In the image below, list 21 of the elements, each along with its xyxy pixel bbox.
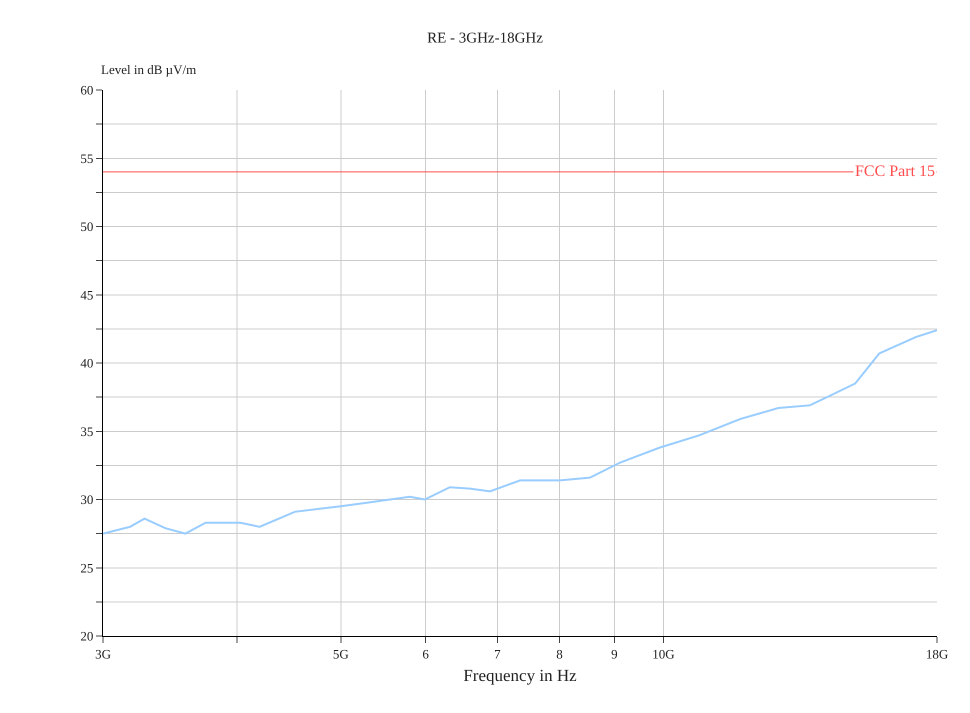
y-tick-label: 60 — [80, 82, 94, 98]
y-tick-label: 55 — [80, 150, 94, 166]
y-tick-label: 40 — [80, 356, 94, 371]
y-tick-label: 50 — [80, 219, 94, 234]
y-tick-label: 30 — [80, 492, 94, 508]
x-tick-label: 18G — [926, 646, 948, 662]
y-axis-title: Level in dB µV/m — [101, 62, 196, 77]
x-tick-label: 6 — [422, 646, 430, 662]
x-tick-label: 7 — [494, 646, 502, 662]
x-tick-label: 10G — [652, 646, 675, 662]
y-tick-label: 20 — [80, 628, 94, 644]
x-tick-label: 9 — [611, 646, 618, 662]
x-tick-label: 5G — [332, 646, 349, 662]
x-axis-title: Frequency in Hz — [463, 666, 578, 685]
y-tick-label: 25 — [80, 560, 94, 576]
x-tick-label: 8 — [556, 646, 563, 662]
ref-line-label: FCC Part 15 — [855, 163, 936, 180]
y-tick-label: 45 — [80, 287, 94, 302]
x-tick-label: 3G — [95, 646, 111, 662]
y-tick-label: 35 — [80, 424, 94, 439]
chart-title: RE - 3GHz-18GHz — [427, 30, 544, 47]
